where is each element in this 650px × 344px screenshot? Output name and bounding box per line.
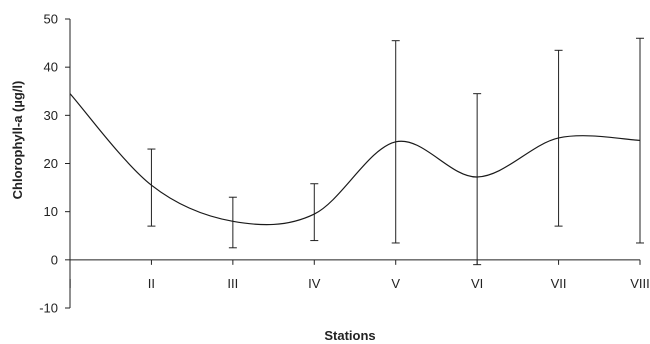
y-axis: -10 0 10 20 30 40 50 [39, 12, 70, 316]
x-tick-label: VI [471, 276, 483, 291]
x-tick-label: III [227, 276, 238, 291]
x-tick-label: II [148, 276, 155, 291]
x-tick-label: I [68, 276, 72, 291]
y-tick-label: -10 [39, 301, 58, 316]
y-axis-title: Chlorophyll-a (µg/l) [10, 81, 25, 200]
y-tick-label: 40 [44, 60, 58, 75]
error-bar [473, 94, 481, 265]
x-tick-label: VII [551, 276, 567, 291]
error-bars [147, 38, 644, 264]
x-tick-label: IV [308, 276, 321, 291]
y-tick-label: 50 [44, 12, 58, 27]
x-tick-label: V [391, 276, 400, 291]
error-bar [229, 197, 237, 248]
x-axis-title: Stations [324, 328, 375, 343]
x-tick-label: VIII [630, 276, 650, 291]
x-axis: I II III IV V VI VII VIII [68, 260, 650, 291]
y-tick-label: 20 [44, 156, 58, 171]
y-tick-label: 30 [44, 108, 58, 123]
y-tick-label: 0 [51, 252, 58, 267]
y-tick-label: 10 [44, 204, 58, 219]
series-line [70, 94, 640, 225]
